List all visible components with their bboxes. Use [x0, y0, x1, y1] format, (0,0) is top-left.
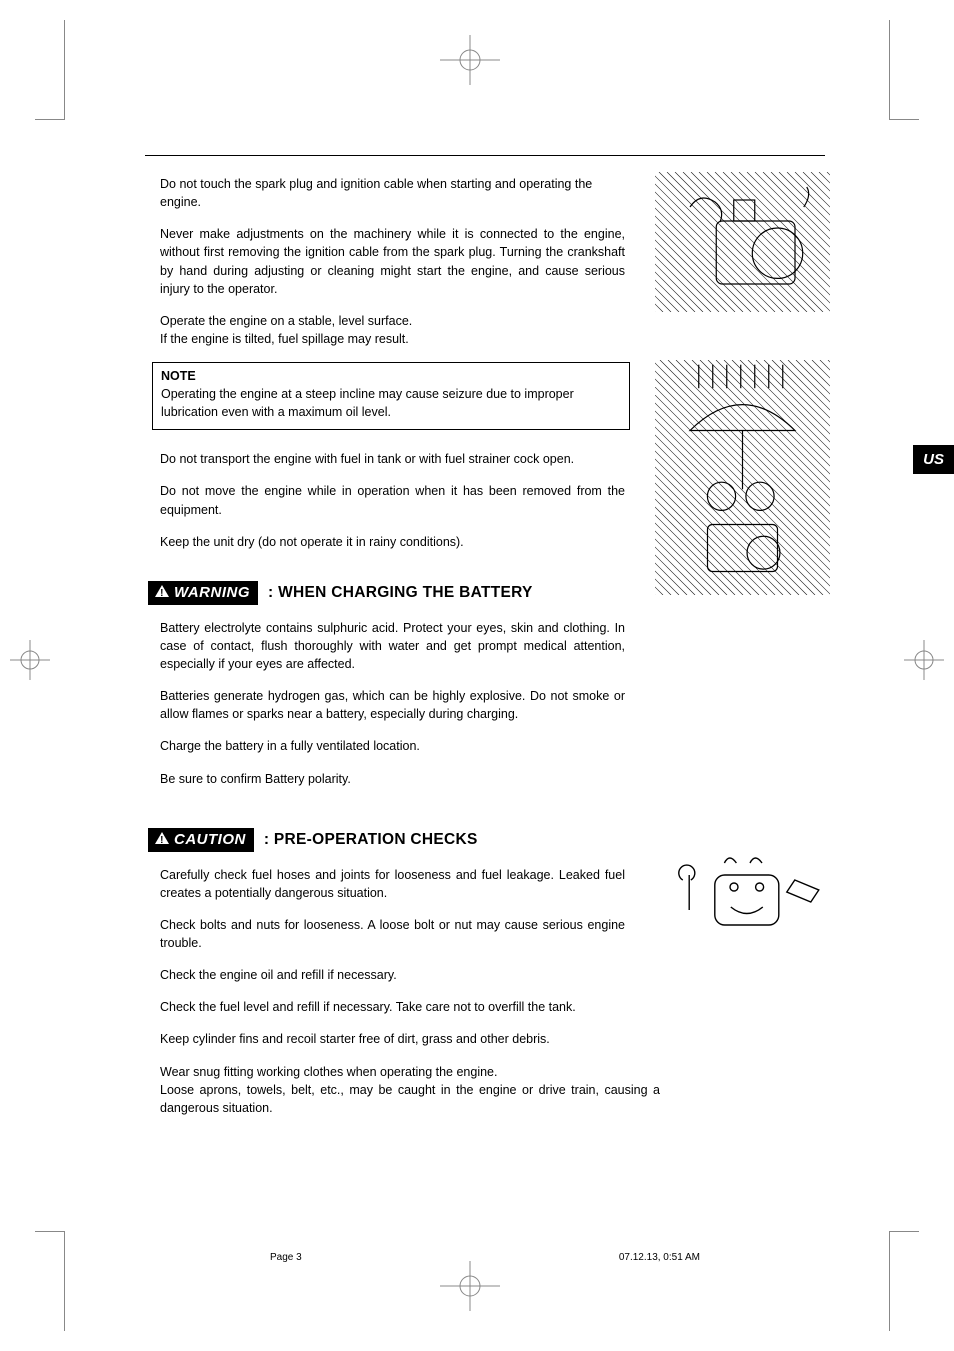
body-paragraph: Check bolts and nuts for looseness. A lo…	[160, 916, 625, 952]
warning-triangle-icon: !	[154, 584, 170, 602]
crop-mark	[35, 20, 65, 120]
rain-no-operate-illustration	[655, 360, 830, 595]
body-paragraph: Keep the unit dry (do not operate it in …	[160, 533, 625, 551]
body-paragraph: Batteries generate hydrogen gas, which c…	[160, 687, 625, 723]
body-paragraph: Check the fuel level and refill if neces…	[160, 998, 625, 1016]
body-paragraph: Do not touch the spark plug and ignition…	[160, 175, 625, 211]
crop-mark	[889, 20, 919, 120]
section-title: : WHEN CHARGING THE BATTERY	[268, 584, 533, 602]
body-paragraph: Do not transport the engine with fuel in…	[160, 450, 625, 468]
badge-label: WARNING	[174, 584, 250, 601]
caution-section: ! CAUTION : PRE-OPERATION CHECKS Careful…	[160, 828, 625, 1117]
registration-mark-top	[440, 35, 500, 90]
svg-text:!: !	[160, 835, 164, 845]
registration-mark-bottom	[440, 1261, 500, 1316]
body-paragraph: Carefully check fuel hoses and joints fo…	[160, 866, 625, 902]
locale-tab: US	[913, 445, 954, 474]
footer-timestamp: 07.12.13, 0:51 AM	[619, 1252, 700, 1263]
warning-triangle-icon: !	[154, 831, 170, 849]
header-rule	[145, 155, 825, 156]
section-heading: ! CAUTION : PRE-OPERATION CHECKS	[148, 828, 625, 852]
footer: Page 3 07.12.13, 0:51 AM	[270, 1252, 700, 1263]
note-box: NOTE Operating the engine at a steep inc…	[152, 362, 630, 430]
body-paragraph: Never make adjustments on the machinery …	[160, 225, 625, 298]
section-title: : PRE-OPERATION CHECKS	[264, 831, 478, 849]
warning-badge: ! WARNING	[148, 581, 258, 605]
crop-mark	[889, 1231, 919, 1331]
page-content: Do not touch the spark plug and ignition…	[160, 175, 830, 1131]
text-column: Do not touch the spark plug and ignition…	[160, 175, 625, 1117]
footer-page: Page 3	[270, 1252, 302, 1263]
engine-check-illustration	[670, 845, 830, 945]
body-paragraph: Operate the engine on a stable, level su…	[160, 312, 625, 348]
note-title: NOTE	[161, 369, 621, 383]
svg-text:!: !	[160, 588, 164, 598]
warning-section: ! WARNING : WHEN CHARGING THE BATTERY Ba…	[160, 581, 625, 788]
body-paragraph: Be sure to confirm Battery polarity.	[160, 770, 625, 788]
engine-no-touch-illustration	[655, 172, 830, 312]
crop-mark	[35, 1231, 65, 1331]
registration-mark-right	[904, 640, 944, 685]
badge-label: CAUTION	[174, 831, 246, 848]
note-body: Operating the engine at a steep incline …	[161, 385, 621, 421]
section-heading: ! WARNING : WHEN CHARGING THE BATTERY	[148, 581, 625, 605]
body-paragraph: Do not move the engine while in operatio…	[160, 482, 625, 518]
body-paragraph: Keep cylinder fins and recoil starter fr…	[160, 1030, 625, 1048]
body-paragraph: Battery electrolyte contains sulphuric a…	[160, 619, 625, 673]
registration-mark-left	[10, 640, 50, 685]
caution-badge: ! CAUTION	[148, 828, 254, 852]
body-paragraph: Charge the battery in a fully ventilated…	[160, 737, 625, 755]
body-paragraph: Wear snug fitting working clothes when o…	[160, 1063, 660, 1117]
body-paragraph: Check the engine oil and refill if neces…	[160, 966, 625, 984]
